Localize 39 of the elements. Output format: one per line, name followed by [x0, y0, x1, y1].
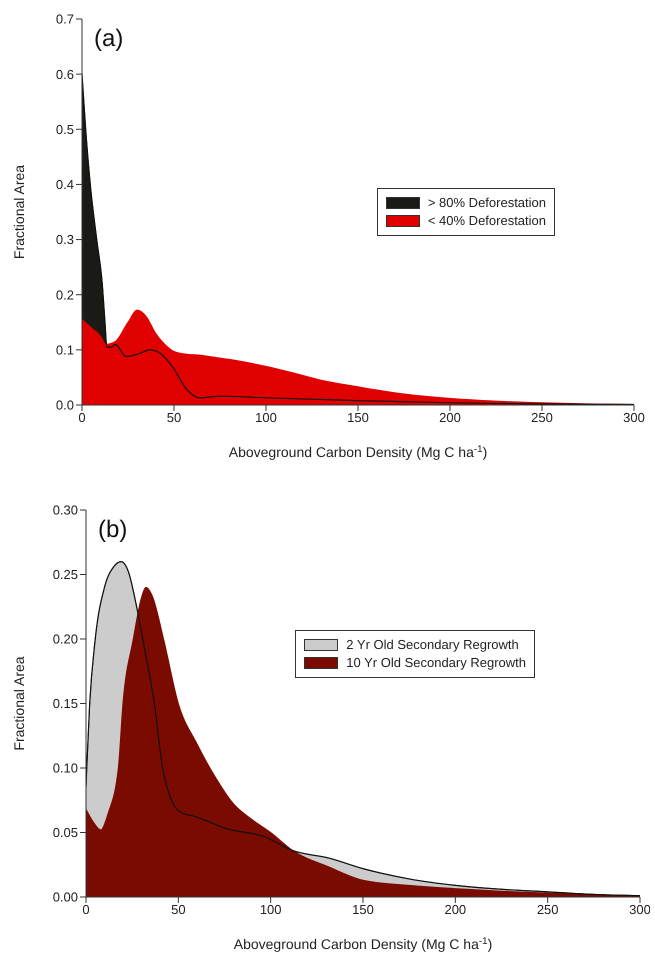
legend-label: 2 Yr Old Secondary Regrowth	[346, 636, 519, 654]
x-axis-title: Aboveground Carbon Density (Mg C ha$^{-1}$)	[228, 444, 488, 460]
x-tick-label: 200	[439, 410, 461, 426]
legend-label: > 80% Deforestation	[428, 194, 546, 212]
x-tick-label: 0	[82, 902, 90, 918]
y-tick-label: 0.3	[56, 232, 74, 248]
y-tick-label: 0.10	[52, 760, 78, 776]
y-tick-label: 0.05	[52, 825, 78, 840]
y-tick-label: 0.4	[56, 177, 74, 192]
x-tick-label: 50	[171, 902, 186, 918]
y-tick-label: 0.1	[56, 342, 74, 358]
legend-label: < 40% Deforestation	[428, 212, 546, 230]
annotation: (b)	[98, 516, 128, 544]
x-tick-label: 100	[260, 902, 282, 918]
x-tick-label: 50	[166, 410, 182, 426]
x-tick-label: 300	[629, 902, 651, 918]
x-tick-label: 250	[536, 902, 559, 918]
y-tick-label: 0.2	[56, 287, 74, 302]
y-tick-label: 0.0	[56, 398, 74, 413]
y-tick-label: 0.6	[56, 66, 74, 82]
legend-label: 10 Yr Old Secondary Regrowth	[346, 654, 526, 672]
x-tick-label: 150	[347, 410, 369, 426]
y-tick-label: 0.20	[52, 632, 78, 647]
x-tick-label: 250	[531, 410, 553, 426]
y-tick-label: 0.7	[56, 12, 74, 27]
x-tick-label: 0	[78, 410, 86, 426]
x-axis-title: Aboveground Carbon Density (Mg C ha$^{-1}$)	[234, 936, 492, 952]
y-tick-label: 0.15	[52, 696, 78, 712]
x-tick-label: 100	[255, 410, 277, 426]
x-tick-label: 300	[623, 410, 645, 426]
y-tick-label: 0.25	[52, 567, 78, 582]
annotation: (a)	[94, 25, 124, 53]
y-tick-label: 0.00	[52, 890, 78, 905]
x-tick-label: 150	[352, 902, 374, 918]
y-tick-label: 0.30	[52, 502, 78, 518]
x-tick-label: 200	[444, 902, 466, 918]
y-axis-title: Fractional Area	[11, 164, 27, 260]
y-axis-title: Fractional Area	[11, 656, 27, 751]
y-tick-label: 0.5	[56, 122, 74, 137]
